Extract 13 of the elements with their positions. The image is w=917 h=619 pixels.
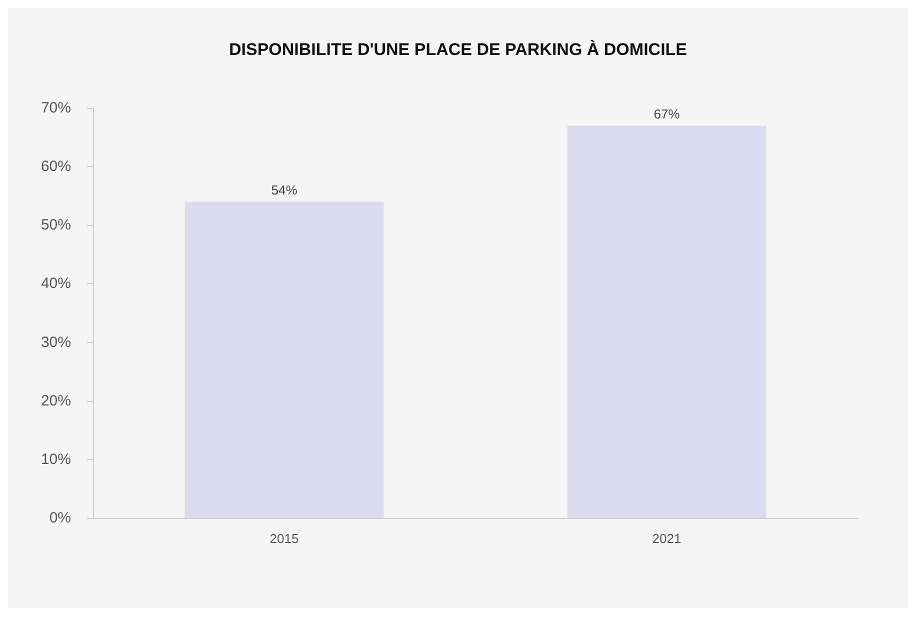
data-label: 54% — [271, 182, 298, 198]
y-tick-label: 10% — [40, 450, 71, 468]
chart-title: DISPONIBILITE D'UNE PLACE DE PARKING À DOMICILE — [228, 39, 688, 59]
y-tick-label: 50% — [40, 216, 71, 234]
x-tick-label: 2015 — [270, 531, 299, 546]
y-tick-label: 40% — [40, 275, 71, 292]
data-label: 67% — [654, 106, 680, 122]
y-tick-label: 20% — [40, 392, 71, 410]
x-tick-label: 2021 — [652, 531, 682, 546]
y-tick-label: 60% — [40, 158, 71, 176]
y-tick-label: 0% — [49, 510, 71, 526]
y-tick-label: 70% — [40, 100, 71, 116]
y-tick-label: 30% — [40, 334, 71, 351]
